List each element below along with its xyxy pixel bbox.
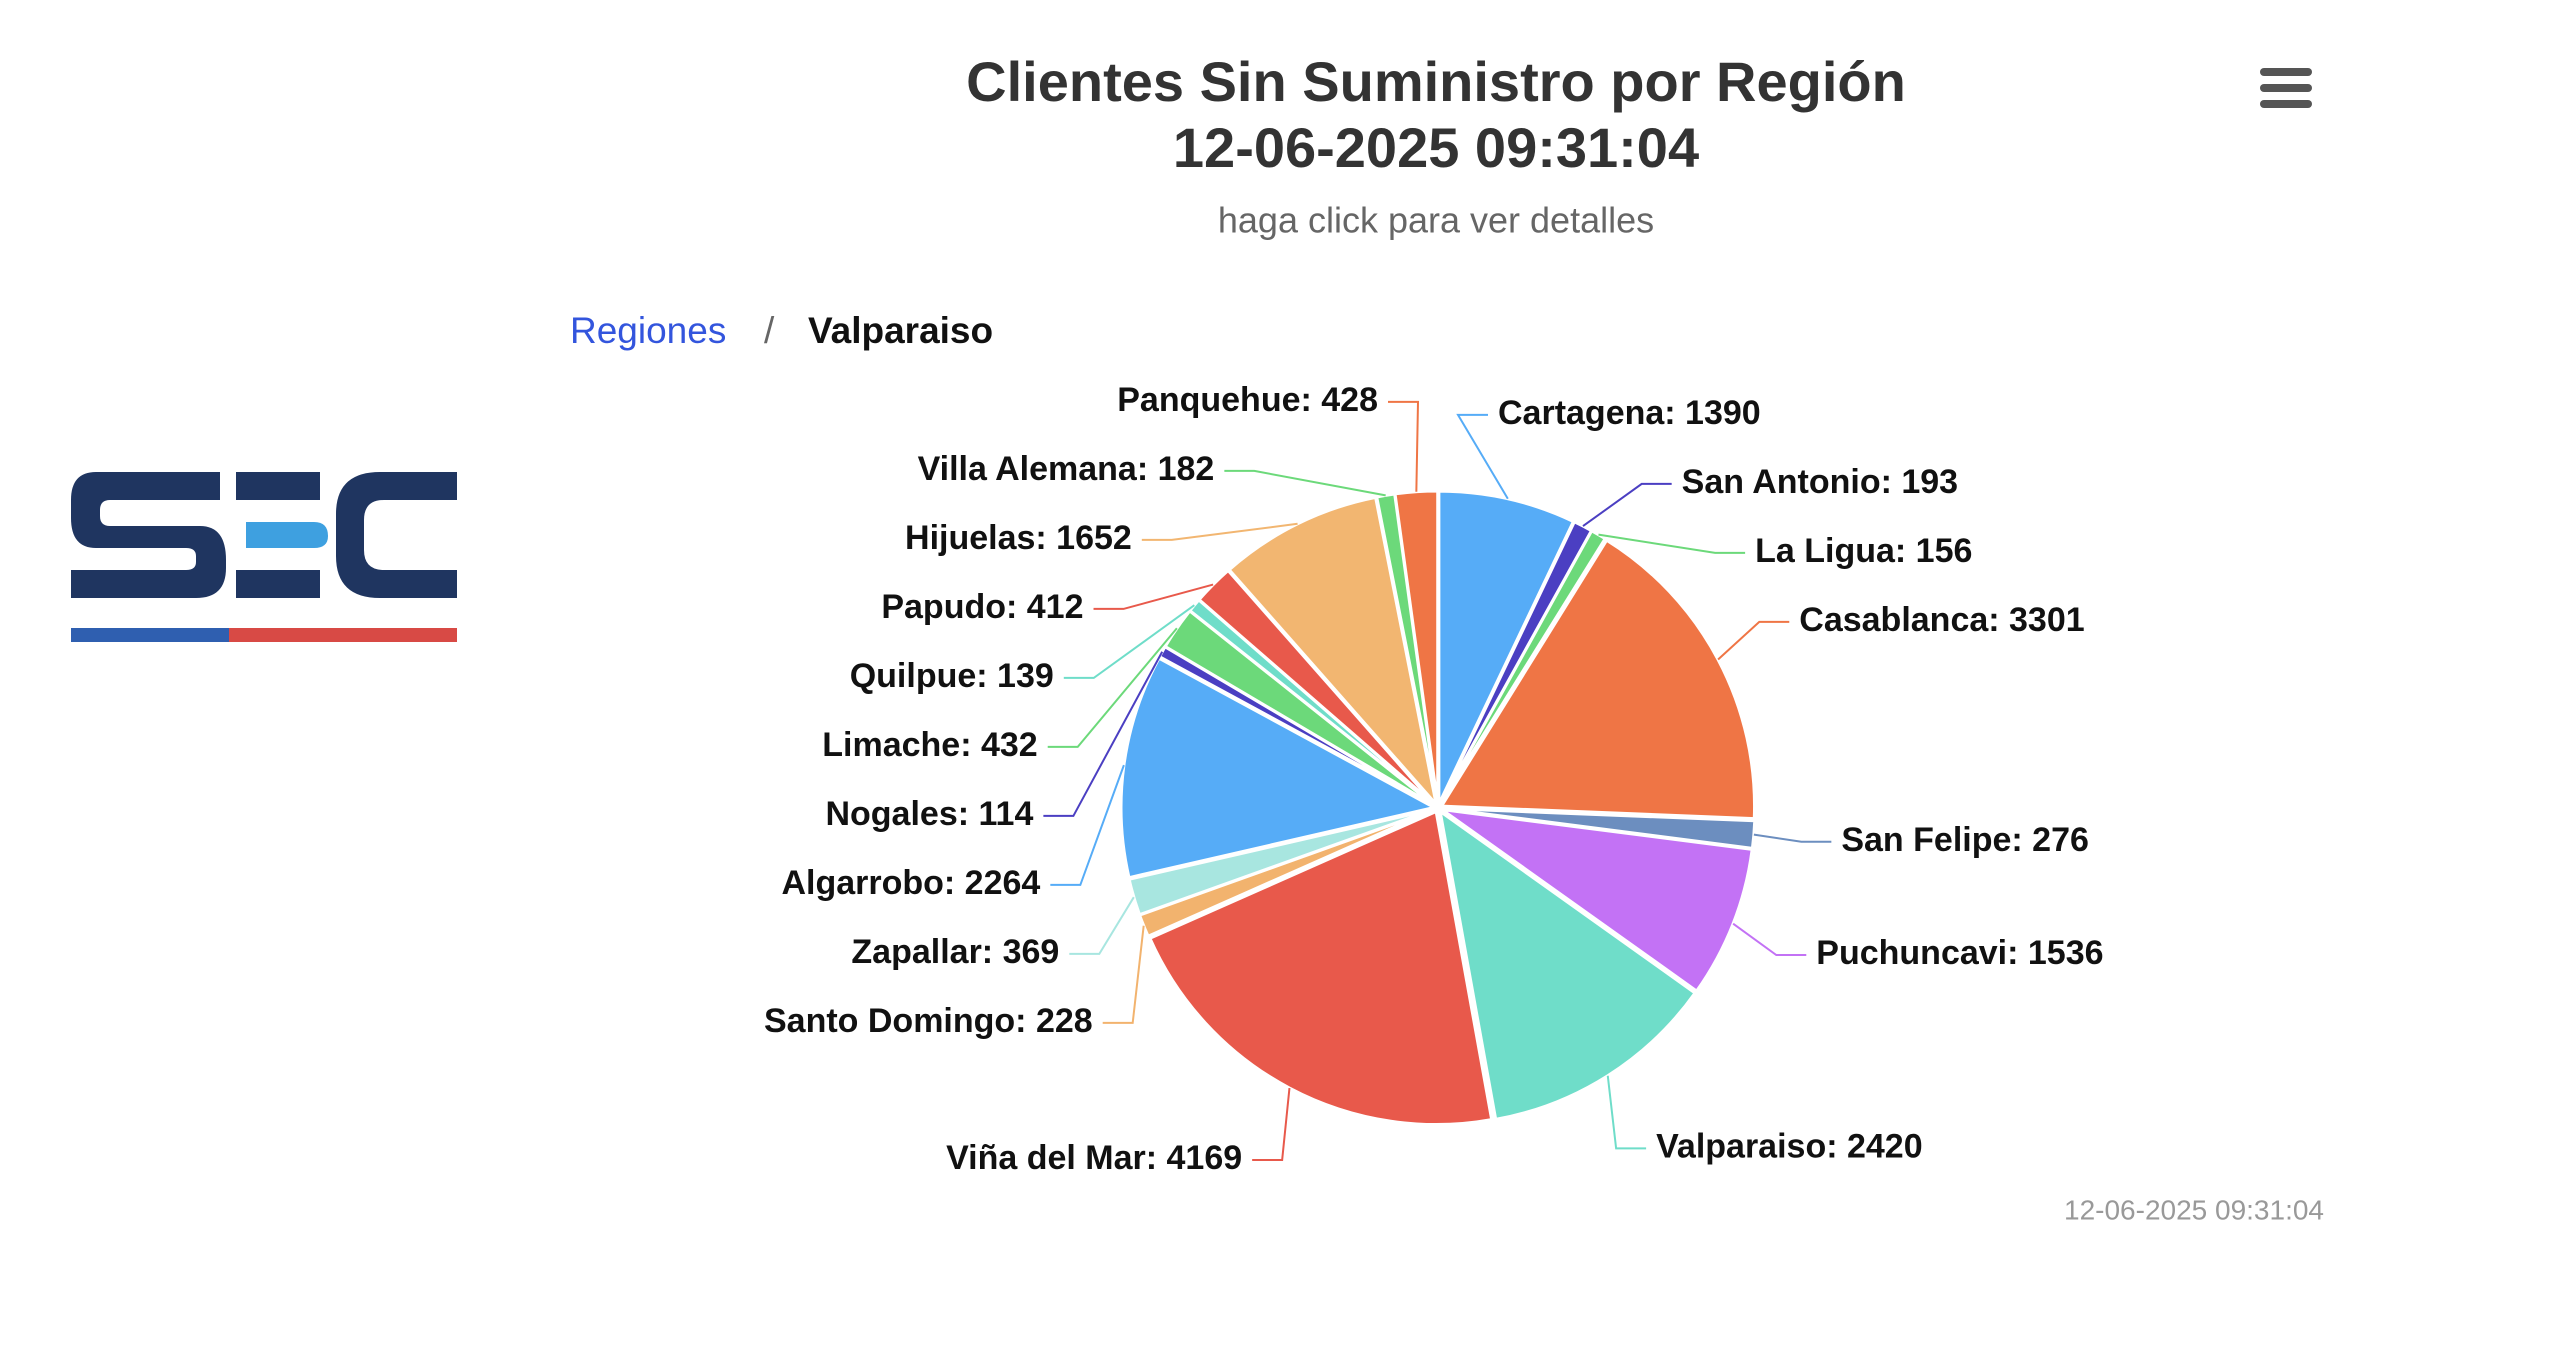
- connector: [1069, 896, 1135, 955]
- logo-bar-red: [229, 628, 457, 642]
- connector: [1047, 627, 1178, 748]
- data-label: Zapallar: 369: [851, 933, 1059, 971]
- data-label: Algarrobo: 2264: [781, 864, 1040, 902]
- connector: [1102, 925, 1145, 1024]
- data-label: Casablanca: 3301: [1799, 601, 2084, 639]
- data-label: Puchuncavi: 1536: [1816, 934, 2103, 972]
- data-label: Villa Alemana: 182: [918, 450, 1215, 488]
- connector: [1063, 604, 1195, 679]
- logo-bar-blue: [71, 628, 229, 642]
- connector: [1582, 482, 1672, 527]
- data-label: San Felipe: 276: [1841, 821, 2089, 859]
- chart-title: Clientes Sin Suministro por Región: [966, 50, 1906, 113]
- data-label: Cartagena: 1390: [1498, 394, 1761, 432]
- connector: [1224, 469, 1386, 497]
- connector: [1753, 833, 1832, 843]
- connector: [1388, 400, 1420, 492]
- chart-title-date: 12-06-2025 09:31:04: [1173, 116, 1699, 179]
- data-label: Nogales: 114: [825, 795, 1033, 833]
- data-label: Santo Domingo: 228: [764, 1002, 1093, 1040]
- credits: 12-06-2025 09:31:04: [2064, 1194, 2324, 1225]
- data-label: La Ligua: 156: [1755, 532, 1972, 570]
- connector: [1717, 620, 1790, 661]
- connector: [1598, 533, 1746, 554]
- logo-e: [236, 472, 320, 598]
- data-label: Viña del Mar: 4169: [946, 1139, 1242, 1177]
- pie-slice: [1438, 538, 1757, 821]
- logo-c: [336, 472, 457, 598]
- data-label: San Antonio: 193: [1682, 463, 1958, 501]
- data-label: Papudo: 412: [881, 588, 1083, 626]
- menu-button[interactable]: [2260, 68, 2312, 108]
- connector: [1050, 764, 1125, 886]
- data-label: Hijuelas: 1652: [905, 519, 1132, 557]
- logo-e-mid: [246, 522, 328, 548]
- connector: [1093, 583, 1214, 610]
- pie-slice: [1147, 809, 1494, 1127]
- pie-slice: [1438, 808, 1698, 1122]
- breadcrumb-separator: /: [764, 310, 775, 351]
- logo-s: [71, 472, 226, 598]
- breadcrumb-current: Valparaiso: [808, 310, 993, 351]
- connector: [1252, 1087, 1291, 1161]
- data-label: Panquehue: 428: [1117, 381, 1378, 419]
- data-label: Quilpue: 139: [850, 657, 1054, 695]
- menu-bar[interactable]: [2260, 100, 2312, 108]
- connector: [1732, 922, 1807, 957]
- menu-bar[interactable]: [2260, 84, 2312, 92]
- menu-bar[interactable]: [2260, 68, 2312, 76]
- connector: [1141, 522, 1298, 541]
- connector: [1043, 651, 1164, 817]
- data-label: Limache: 432: [822, 726, 1037, 764]
- logo: [71, 472, 457, 642]
- pie-slice: [1440, 807, 1754, 994]
- chart-subtitle: haga click para ver detalles: [1218, 200, 1654, 241]
- connector: [1606, 1075, 1647, 1150]
- breadcrumb-link[interactable]: Regiones: [570, 310, 726, 351]
- data-label: Valparaiso: 2420: [1656, 1127, 1923, 1165]
- connector: [1456, 413, 1509, 500]
